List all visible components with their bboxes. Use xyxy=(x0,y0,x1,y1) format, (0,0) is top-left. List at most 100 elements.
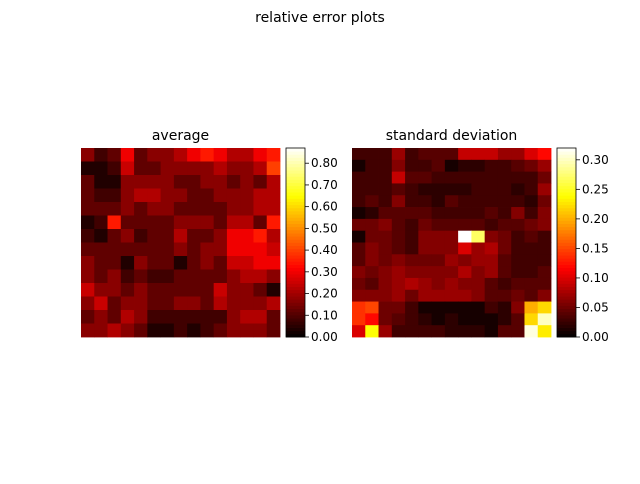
heatmap-cell xyxy=(511,301,525,314)
heatmap-cell xyxy=(240,161,254,176)
colorbar-segment xyxy=(557,302,576,306)
colorbar-segment xyxy=(286,223,305,228)
heatmap-cell xyxy=(497,171,512,184)
heatmap-cell xyxy=(173,310,188,324)
colorbar-segment xyxy=(557,264,576,269)
heatmap-cell xyxy=(497,230,512,243)
heatmap-cell xyxy=(352,218,366,232)
colorbar-segment xyxy=(286,192,305,196)
colorbar-tick-label: 0.10 xyxy=(582,271,609,285)
colorbar-segment xyxy=(286,327,305,332)
heatmap-cell xyxy=(378,183,393,196)
heatmap-cell xyxy=(524,218,539,232)
heatmap-cell xyxy=(458,183,472,196)
colorbar-segment xyxy=(286,321,305,325)
heatmap-cell xyxy=(147,215,161,230)
heatmap-cell xyxy=(187,215,201,230)
heatmap-cell xyxy=(444,242,459,255)
heatmap-cell xyxy=(418,266,432,279)
heatmap-cell xyxy=(120,202,135,216)
colorbar-segment xyxy=(286,176,305,180)
heatmap-cell xyxy=(94,296,108,311)
heatmap-cell xyxy=(200,175,215,189)
heatmap-cell xyxy=(431,148,446,161)
heatmap-cell xyxy=(253,202,268,216)
heatmap-cell xyxy=(240,283,254,297)
heatmap-cell xyxy=(200,283,215,297)
colorbar-segment xyxy=(286,229,305,234)
heatmap-cell xyxy=(431,313,446,326)
heatmap-cell xyxy=(458,171,472,184)
colorbar-segment xyxy=(286,204,305,209)
heatmap-cell xyxy=(147,269,161,284)
heatmap-cell xyxy=(94,202,108,216)
colorbar-segment xyxy=(286,283,305,287)
heatmap-cell xyxy=(537,325,552,338)
colorbar-segment xyxy=(286,333,305,338)
heatmap-cell xyxy=(213,256,228,270)
colorbar-segment xyxy=(286,248,305,253)
heatmap-cell xyxy=(213,161,228,176)
heatmap-cell xyxy=(484,183,499,196)
heatmap-cell xyxy=(240,256,254,270)
heatmap-cell xyxy=(365,242,379,255)
heatmap-cell xyxy=(160,229,175,243)
heatmap-cell xyxy=(240,310,254,324)
colorbar-segment xyxy=(286,302,305,306)
colorbar-segment xyxy=(286,236,305,240)
heatmap-cell xyxy=(444,148,459,161)
heatmap-cell xyxy=(524,183,539,196)
colorbar-segment xyxy=(557,207,576,212)
colorbar-segment xyxy=(557,176,576,180)
heatmap-cell xyxy=(120,296,135,311)
colorbar-segment xyxy=(557,245,576,250)
heatmap-cell xyxy=(431,207,446,220)
heatmap-cell xyxy=(405,183,419,196)
colorbar-segment xyxy=(286,211,305,215)
heatmap-cell xyxy=(391,171,406,184)
colorbar-segment xyxy=(557,283,576,287)
heatmap-cell xyxy=(524,171,539,184)
heatmap-cell xyxy=(471,195,486,208)
heatmap-cell xyxy=(418,230,432,243)
heatmap-cell xyxy=(378,230,393,243)
heatmap-cell xyxy=(484,266,499,279)
colorbar-segment xyxy=(286,251,305,256)
colorbar-segment xyxy=(557,220,576,224)
heatmap-cell xyxy=(107,161,122,176)
heatmap-cell xyxy=(524,277,539,291)
heatmap-cell xyxy=(365,230,379,243)
heatmap-cell xyxy=(226,215,241,230)
heatmap-cell xyxy=(365,325,379,338)
heatmap-cell xyxy=(200,215,215,230)
heatmap-cell xyxy=(484,207,499,220)
colorbar-tick-label: 0.20 xyxy=(311,287,338,301)
heatmap-cell xyxy=(352,301,366,314)
colorbar-segment xyxy=(557,314,576,319)
colorbar-segment xyxy=(286,151,305,155)
heatmap-cell xyxy=(352,313,366,326)
heatmap-cell xyxy=(226,161,241,176)
heatmap-cell xyxy=(94,188,108,203)
heatmap-cell xyxy=(81,296,95,311)
colorbar-segment xyxy=(286,170,305,174)
colorbar-segment xyxy=(286,270,305,275)
heatmap-cell xyxy=(213,229,228,243)
heatmap-cell xyxy=(173,161,188,176)
heatmap-title: standard deviation xyxy=(386,128,518,144)
heatmap-cell xyxy=(134,323,148,338)
heatmap-cell xyxy=(471,171,486,184)
heatmap-cell xyxy=(352,207,366,220)
heatmap-cell xyxy=(524,266,539,279)
colorbar-segment xyxy=(557,324,576,328)
heatmap-cell xyxy=(226,283,241,297)
heatmap-cell xyxy=(213,283,228,297)
heatmap-cell xyxy=(160,188,175,203)
heatmap-cell xyxy=(187,229,201,243)
heatmap-cell xyxy=(391,183,406,196)
colorbar-segment xyxy=(286,195,305,199)
heatmap-cell xyxy=(94,215,108,230)
colorbar-tick-label: 0.30 xyxy=(311,265,338,279)
heatmap-cell xyxy=(226,310,241,324)
heatmap-cell xyxy=(431,183,446,196)
